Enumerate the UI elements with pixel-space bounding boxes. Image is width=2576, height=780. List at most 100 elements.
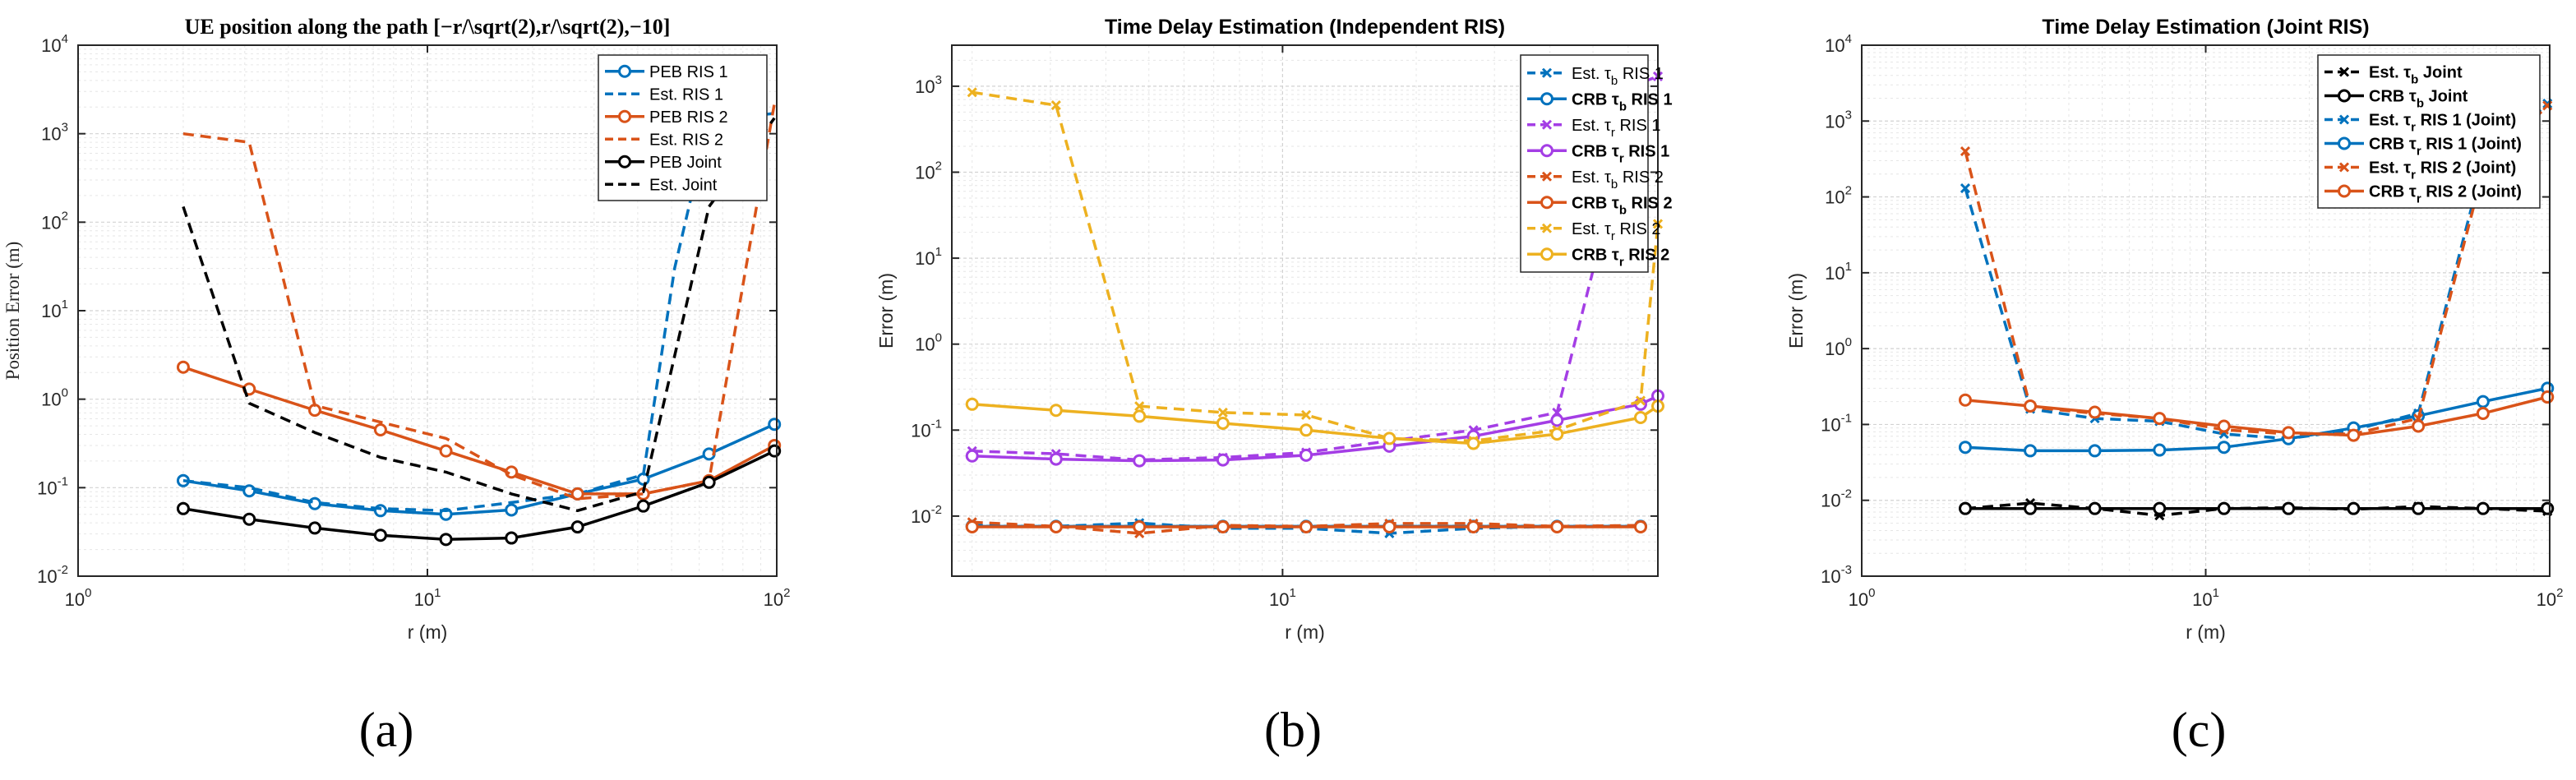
data-point bbox=[965, 397, 979, 411]
x-axis-label: r (m) bbox=[2186, 621, 2226, 643]
series-est-ris-2 bbox=[182, 103, 776, 501]
y-tick-label: 10-2 bbox=[37, 563, 68, 587]
legend-item: CRB τb Joint bbox=[2324, 88, 2468, 111]
data-point bbox=[1216, 417, 1230, 431]
data-point bbox=[1300, 423, 1313, 437]
legend-label: PEB RIS 2 bbox=[649, 108, 728, 127]
data-point bbox=[2412, 501, 2426, 515]
legend-item: PEB RIS 2 bbox=[605, 108, 728, 127]
data-point bbox=[2153, 501, 2167, 515]
data-point bbox=[307, 496, 321, 510]
data-point bbox=[1383, 519, 1396, 533]
data-point bbox=[2476, 501, 2490, 515]
legend-item: Est. τr RIS 2 bbox=[1527, 220, 1661, 243]
legend-item: Est. τb Joint bbox=[2324, 64, 2463, 87]
y-tick-label: 104 bbox=[41, 32, 68, 56]
series-peb-ris-2 bbox=[176, 360, 782, 501]
y-tick-label: 103 bbox=[41, 121, 68, 145]
data-point bbox=[1383, 432, 1396, 445]
data-point bbox=[1134, 401, 1145, 412]
legend-label: CRB τb RIS 1 bbox=[1572, 90, 1673, 113]
x-tick-label: 100 bbox=[65, 586, 92, 610]
data-point bbox=[242, 512, 256, 526]
series-line bbox=[1964, 102, 2549, 441]
data-point bbox=[2217, 419, 2231, 433]
legend-label: CRB τb RIS 2 bbox=[1572, 194, 1673, 217]
legend-label: CRB τr RIS 2 (Joint) bbox=[2369, 183, 2522, 206]
legend-label: CRB τr RIS 2 bbox=[1572, 246, 1669, 269]
legend-marker bbox=[1540, 92, 1553, 106]
legend-item: CRB τr RIS 2 (Joint) bbox=[2324, 183, 2522, 206]
series-line bbox=[972, 90, 1660, 443]
data-point bbox=[1217, 407, 1228, 418]
data-point bbox=[1300, 519, 1313, 533]
legend-label: PEB Joint bbox=[649, 154, 722, 172]
data-point bbox=[1958, 393, 1972, 407]
legend-marker bbox=[618, 155, 631, 168]
data-point bbox=[636, 499, 650, 513]
legend-item: Est. τb RIS 1 bbox=[1527, 65, 1664, 88]
x-axis-label: r (m) bbox=[1285, 621, 1325, 643]
legend-marker bbox=[618, 109, 631, 123]
data-point bbox=[2476, 395, 2490, 408]
y-tick-label: 101 bbox=[41, 298, 68, 321]
legend-label: Est. τr RIS 2 bbox=[1572, 220, 1661, 243]
y-tick-label: 10-2 bbox=[911, 503, 942, 527]
data-point bbox=[1633, 411, 1647, 425]
y-tick-label: 100 bbox=[915, 331, 942, 355]
data-point bbox=[2217, 441, 2231, 455]
data-point bbox=[1300, 448, 1313, 462]
data-point bbox=[439, 444, 453, 458]
legend-marker bbox=[1540, 144, 1553, 158]
legend-marker bbox=[1541, 171, 1553, 182]
data-point bbox=[2217, 501, 2231, 515]
legend-label: Est. τr RIS 1 bbox=[1572, 117, 1661, 140]
legend-label: Est. RIS 2 bbox=[649, 131, 723, 149]
data-point bbox=[1216, 453, 1230, 467]
legend: PEB RIS 1 Est. RIS 1 PEB RIS 2 Est. RIS 2 PE… bbox=[598, 54, 768, 201]
legend-item: Est. τr RIS 1 (Joint) bbox=[2324, 112, 2516, 135]
legend-label: Est. τr RIS 2 (Joint) bbox=[2369, 159, 2516, 182]
chart-title: UE position along the path [−r/\sqrt(2),… bbox=[185, 15, 671, 39]
series-line bbox=[1964, 395, 2548, 437]
data-point bbox=[570, 487, 584, 501]
data-point bbox=[1050, 100, 1061, 111]
data-point bbox=[2024, 399, 2038, 413]
legend-marker bbox=[1541, 119, 1553, 130]
data-point bbox=[2412, 419, 2426, 433]
series-line bbox=[972, 403, 1659, 445]
legend-marker bbox=[618, 64, 631, 78]
data-point bbox=[1635, 395, 1646, 406]
data-point bbox=[505, 531, 519, 545]
data-point bbox=[2088, 405, 2102, 419]
series-est-ris-1 bbox=[182, 112, 775, 513]
series-line bbox=[182, 103, 776, 501]
series-crb-r-ris-2-joint- bbox=[1958, 390, 2555, 442]
data-point bbox=[1301, 409, 1312, 420]
panel-c: 100 101 102 10-3 10-2 10-1 100 101 102 103 104 Time… bbox=[1785, 16, 2563, 643]
legend-item: CRB τr RIS 1 bbox=[1527, 142, 1669, 165]
series-line bbox=[972, 75, 1659, 462]
data-point bbox=[1466, 519, 1480, 533]
data-point bbox=[768, 444, 782, 458]
data-point bbox=[176, 360, 190, 374]
plot-area bbox=[951, 44, 1659, 577]
data-point bbox=[2153, 443, 2167, 457]
data-point bbox=[2476, 406, 2490, 420]
y-tick-label: 104 bbox=[1825, 32, 1852, 56]
series-line bbox=[182, 117, 776, 513]
legend-label: Est. τr RIS 1 (Joint) bbox=[2369, 112, 2516, 135]
y-tick-label: 100 bbox=[1825, 335, 1852, 359]
legend-marker bbox=[2338, 114, 2350, 125]
legend-marker bbox=[1540, 247, 1553, 261]
legend-label: Est. τb RIS 1 bbox=[1572, 65, 1664, 88]
data-point bbox=[1958, 441, 1972, 455]
legend-item: CRB τb RIS 2 bbox=[1527, 194, 1673, 217]
legend-label: Est. RIS 1 bbox=[649, 85, 723, 104]
legend-item: CRB τr RIS 2 bbox=[1527, 246, 1669, 269]
series-crb-b-joint bbox=[1958, 501, 2555, 515]
legend-label: CRB τr RIS 1 bbox=[1572, 142, 1669, 165]
data-point bbox=[439, 533, 453, 547]
y-tick-label: 10-3 bbox=[1821, 563, 1852, 587]
